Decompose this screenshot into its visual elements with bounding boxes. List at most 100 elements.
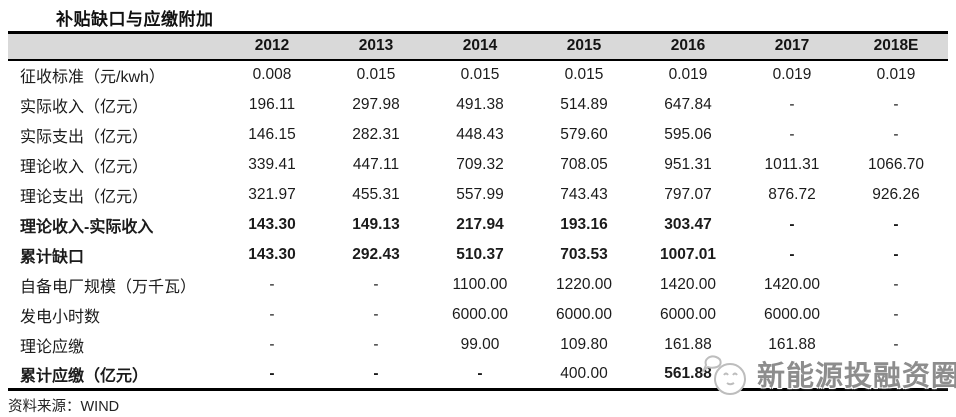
table-cell: 647.84 — [664, 95, 712, 113]
table-row: 发电小时数 - - 6000.00 6000.00 6000.00 6000.00 - — [8, 300, 948, 330]
row-label: 理论收入（亿元） — [20, 158, 149, 176]
table-cell: 455.31 — [352, 185, 400, 203]
table-cell: - — [893, 335, 899, 353]
table-cell: 193.16 — [560, 215, 608, 233]
header-year: 2012 — [220, 32, 324, 61]
table-cell: 6000.00 — [763, 305, 821, 323]
table-cell: 708.05 — [560, 155, 608, 173]
header-year: 2014 — [428, 32, 532, 61]
table-cell: 797.07 — [664, 185, 712, 203]
table-cell: 709.32 — [456, 155, 504, 173]
header-year: 2015 — [532, 32, 636, 61]
table-cell: 1420.00 — [763, 275, 821, 293]
table-cell: 6000.00 — [659, 305, 717, 323]
table-cell: - — [373, 335, 379, 353]
table-cell — [740, 360, 844, 390]
table-cell: 321.97 — [248, 185, 296, 203]
table-cell: 400.00 — [560, 364, 608, 382]
table-cell: 161.88 — [664, 335, 712, 353]
table-cell: 0.019 — [668, 66, 708, 83]
table-cell: 448.43 — [456, 125, 504, 143]
table-cell: 510.37 — [456, 245, 504, 263]
header-year: 2017 — [740, 32, 844, 61]
table-cell: 876.72 — [768, 185, 816, 203]
table-cell: 1066.70 — [867, 155, 925, 173]
table-cell: - — [373, 305, 379, 323]
table-title: 补贴缺口与应缴附加 — [56, 10, 214, 29]
table-row: 累计应缴（亿元） - - - 400.00 561.88 — [8, 360, 948, 390]
table-row: 征收标准（元/kwh） 0.008 0.015 0.015 0.015 0.019 0.01… — [8, 60, 948, 90]
table-cell: 0.015 — [356, 66, 396, 83]
table-cell: - — [893, 305, 899, 323]
table-cell: 1220.00 — [555, 275, 613, 293]
table-cell: 0.019 — [876, 66, 916, 83]
row-label: 实际收入（亿元） — [20, 98, 149, 116]
row-label: 征收标准（元/kwh） — [20, 69, 165, 86]
table-cell: 0.019 — [772, 66, 812, 83]
table-cell: 557.99 — [456, 185, 504, 203]
table-cell: - — [269, 364, 275, 382]
table-cell: 143.30 — [248, 215, 296, 233]
table-cell: 143.30 — [248, 245, 296, 263]
table-row: 理论应缴 - - 99.00 109.80 161.88 161.88 - — [8, 330, 948, 360]
table-cell: 339.41 — [248, 155, 296, 173]
table-cell: 282.31 — [352, 125, 400, 143]
table-cell: 595.06 — [664, 125, 712, 143]
header-year: 2018E — [844, 32, 948, 61]
subsidy-gap-table: 2012 2013 2014 2015 2016 2017 2018E 征收标准… — [8, 31, 948, 391]
row-label: 累计缺口 — [20, 248, 85, 266]
table-cell: - — [789, 245, 795, 263]
table-cell — [844, 360, 948, 390]
table-cell: 951.31 — [664, 155, 712, 173]
table-row: 理论支出（亿元） 321.97 455.31 557.99 743.43 797.07 87… — [8, 180, 948, 210]
table-cell: 109.80 — [560, 335, 608, 353]
table-cell: 1011.31 — [764, 155, 820, 173]
table-cell: 514.89 — [560, 95, 608, 113]
header-year: 2016 — [636, 32, 740, 61]
table-cell: 292.43 — [352, 245, 400, 263]
row-label: 自备电厂规模（万千瓦） — [20, 278, 197, 296]
table-cell: 0.015 — [460, 66, 500, 83]
table-cell: 491.38 — [456, 95, 504, 113]
table-cell: 6000.00 — [555, 305, 613, 323]
table-cell: 0.008 — [252, 66, 292, 83]
table-cell: 703.53 — [560, 245, 608, 263]
table-cell: 447.11 — [352, 155, 400, 173]
source-note: 资料来源：WIND — [8, 399, 120, 415]
table-cell: 161.88 — [768, 335, 816, 353]
table-row: 自备电厂规模（万千瓦） - - 1100.00 1220.00 1420.00 1420.0… — [8, 270, 948, 300]
table-cell: - — [893, 215, 899, 233]
table-cell: - — [477, 364, 483, 382]
table-cell: 926.26 — [872, 185, 920, 203]
table-cell: 297.98 — [352, 95, 400, 113]
table-body: 征收标准（元/kwh） 0.008 0.015 0.015 0.015 0.019 0.01… — [8, 60, 948, 390]
table-cell: 561.88 — [664, 364, 712, 382]
table-cell: - — [373, 275, 379, 293]
table-row: 累计缺口 143.30 292.43 510.37 703.53 1007.01 - - — [8, 240, 948, 270]
table-cell: 1100.00 — [452, 275, 508, 293]
table-cell: - — [269, 275, 275, 293]
table-cell: 743.43 — [560, 185, 608, 203]
table-cell: - — [789, 95, 795, 113]
table-cell: 196.11 — [248, 95, 296, 113]
row-label: 发电小时数 — [20, 308, 101, 326]
table-cell: - — [789, 125, 795, 143]
table-cell: 149.13 — [352, 215, 400, 233]
row-label: 累计应缴（亿元） — [20, 367, 149, 385]
table-cell: - — [893, 245, 899, 263]
table-cell: - — [269, 305, 275, 323]
table-row: 实际支出（亿元） 146.15 282.31 448.43 579.60 595.06 - - — [8, 120, 948, 150]
table-cell: - — [373, 364, 379, 382]
row-label: 实际支出（亿元） — [20, 128, 149, 146]
table-cell: 6000.00 — [451, 305, 509, 323]
header-year: 2013 — [324, 32, 428, 61]
table-cell: 1007.01 — [659, 245, 717, 263]
table-cell: - — [269, 335, 275, 353]
table-cell: - — [789, 215, 795, 233]
table-cell: 146.15 — [248, 125, 296, 143]
table-cell: - — [893, 95, 899, 113]
table-cell: 303.47 — [664, 215, 712, 233]
table-cell: - — [893, 125, 899, 143]
table-header-row: 2012 2013 2014 2015 2016 2017 2018E — [8, 32, 948, 61]
